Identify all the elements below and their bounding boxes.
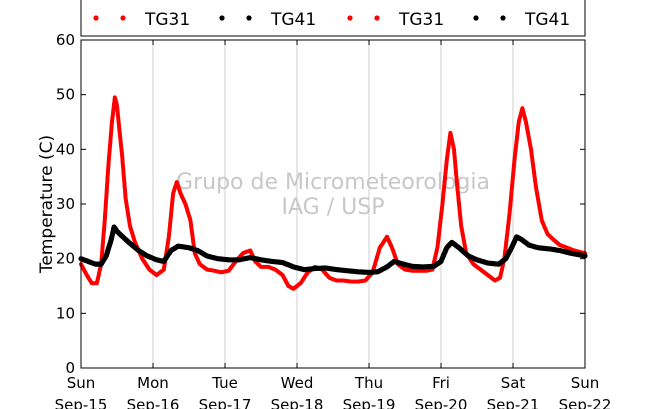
x-tick-label-day: Sat: [501, 374, 526, 392]
legend: TG31 TG41 TG31 TG41: [80, 0, 586, 37]
legend-marker: [120, 15, 126, 21]
y-tick-label: 50: [56, 86, 75, 104]
legend-marker: [374, 15, 380, 21]
legend-item: TG31: [93, 10, 190, 30]
legend-marker: [500, 15, 506, 21]
legend-label: TG41: [524, 10, 570, 30]
legend-item: TG41: [473, 10, 570, 30]
x-tick-label-date: Sep-20: [415, 396, 468, 409]
x-tick-label-day: Wed: [281, 374, 314, 392]
legend-marker: [219, 15, 225, 21]
y-tick-label: 0: [65, 359, 75, 377]
watermark-line-1: Grupo de Micrometeorologia: [176, 170, 490, 195]
y-tick-label: 10: [56, 304, 75, 322]
plot-background: [81, 40, 585, 368]
legend-label: TG31: [144, 10, 190, 30]
plot-area: Grupo de Micrometeorologia IAG / USP: [78, 39, 588, 369]
y-axis: 0 10 20 30 40 50 60: [56, 31, 585, 377]
watermark: Grupo de Micrometeorologia IAG / USP: [176, 170, 490, 220]
watermark-line-2: IAG / USP: [282, 195, 385, 220]
y-tick-label: 30: [56, 195, 75, 213]
y-tick-label: 40: [56, 140, 75, 158]
x-tick-label-date: Sep-17: [199, 396, 252, 409]
y-axis-title: Temperature (C): [37, 135, 57, 274]
x-tick-label-day: Tue: [211, 374, 238, 392]
x-tick-label-date: Sep-19: [343, 396, 396, 409]
x-tick-label-date: Sep-16: [127, 396, 180, 409]
legend-marker: [93, 15, 99, 21]
x-tick-label-day: Mon: [137, 374, 169, 392]
legend-item: TG31: [347, 10, 444, 30]
legend-item: TG41: [219, 10, 316, 30]
x-tick-label-date: Sep-21: [487, 396, 540, 409]
legend-marker: [347, 15, 353, 21]
y-tick-label: 60: [56, 31, 75, 49]
x-tick-label-date: Sep-22: [559, 396, 612, 409]
legend-marker: [473, 15, 479, 21]
legend-label: TG31: [398, 10, 444, 30]
series-tg31: [79, 95, 587, 291]
y-tick-label: 20: [56, 250, 75, 268]
x-tick-label-day: Sun: [571, 374, 600, 392]
legend-label: TG41: [270, 10, 316, 30]
x-tick-label-day: Fri: [432, 374, 450, 392]
x-tick-label-day: Thu: [354, 374, 383, 392]
x-axis: Sun Sep-15 Mon Sep-16 Tue Sep-17 Wed Sep-18 Thu S…: [55, 40, 612, 409]
x-tick-label-date: Sep-15: [55, 396, 108, 409]
series-tg41: [78, 224, 588, 275]
legend-marker: [246, 15, 252, 21]
x-tick-label-day: Sun: [67, 374, 96, 392]
x-tick-label-date: Sep-18: [271, 396, 324, 409]
